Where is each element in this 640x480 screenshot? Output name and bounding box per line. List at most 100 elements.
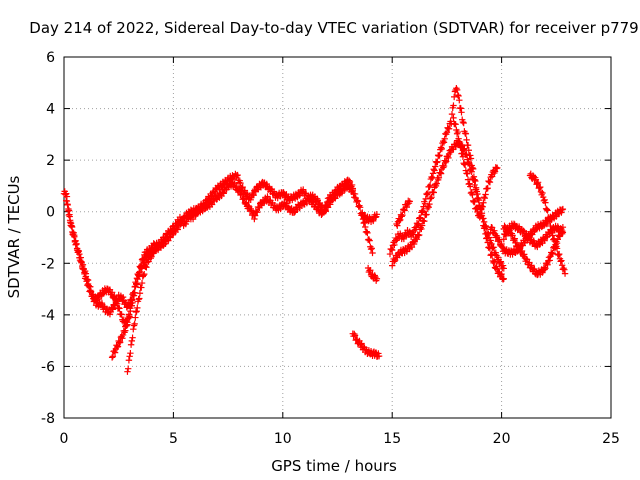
data-point (549, 249, 556, 257)
data-point (502, 232, 510, 240)
y-tick-label: 0 (46, 205, 55, 221)
data-point (437, 170, 445, 177)
data-point (342, 180, 349, 187)
data-point (473, 188, 481, 195)
y-tick-label: 4 (46, 102, 55, 118)
data-point (372, 214, 379, 221)
data-point (491, 227, 498, 234)
data-point (138, 265, 145, 272)
data-point (157, 243, 164, 250)
data-point (486, 178, 494, 186)
data-point (150, 249, 157, 257)
data-point (544, 207, 551, 214)
data-point (111, 349, 119, 356)
data-point (125, 312, 133, 320)
data-point (133, 308, 140, 315)
data-point (528, 262, 535, 269)
data-point (440, 139, 448, 146)
data-point (127, 304, 134, 312)
data-point (114, 343, 122, 350)
data-point (547, 227, 555, 235)
grid (64, 57, 611, 418)
data-point (487, 237, 494, 244)
data-point (141, 262, 149, 270)
data-point (68, 223, 76, 231)
data-point (373, 211, 381, 218)
data-point (364, 229, 371, 237)
data-point (247, 205, 254, 213)
axis-ticks (63, 56, 612, 419)
data-point (136, 295, 143, 302)
data-point (433, 180, 440, 187)
x-axis-label: GPS time / hours (271, 457, 397, 475)
data-point (504, 228, 512, 236)
data-point (453, 86, 461, 94)
data-point (484, 184, 491, 192)
data-point (559, 229, 567, 236)
data-point (463, 136, 470, 144)
data-point (448, 110, 456, 118)
data-point (440, 164, 447, 171)
data-point (434, 158, 441, 165)
data-point (469, 197, 477, 205)
data-point (135, 296, 142, 303)
data-point (442, 158, 450, 165)
data-point (500, 236, 507, 243)
data-point (468, 168, 475, 175)
data-point (125, 357, 133, 364)
data-point (461, 145, 468, 152)
data-point (131, 320, 138, 328)
y-tick-labels: -8 -6 -4 -2 0 2 4 6 (41, 50, 55, 427)
data-point (128, 296, 136, 303)
chart-title: Day 214 of 2022, Sidereal Day-to-day VTE… (29, 19, 638, 37)
data-point (375, 352, 383, 360)
data-point (499, 243, 506, 251)
data-point (254, 208, 261, 216)
data-point (472, 205, 480, 213)
data-point (497, 271, 505, 278)
data-point (475, 196, 483, 204)
data-point (127, 299, 135, 307)
data-point (454, 91, 462, 99)
data-point (496, 259, 504, 266)
data-point (454, 128, 462, 136)
data-point (465, 147, 472, 154)
data-point (123, 322, 130, 330)
data-point (141, 270, 148, 278)
data-point (100, 290, 107, 297)
data-point (542, 199, 549, 206)
data-point (114, 300, 121, 307)
data-point (456, 139, 464, 147)
data-point (353, 198, 360, 206)
data-point (241, 187, 249, 194)
data-point (552, 244, 559, 251)
data-point (367, 246, 375, 253)
data-point (442, 159, 449, 166)
data-point (516, 245, 524, 253)
data-point (72, 241, 79, 248)
data-point (355, 203, 362, 210)
data-point (250, 192, 257, 199)
data-point (370, 217, 377, 225)
data-point (73, 240, 80, 247)
data-point (491, 169, 498, 177)
data-point (410, 227, 418, 235)
data-point (136, 290, 144, 297)
data-point (138, 284, 145, 291)
data-point (445, 125, 453, 132)
data-point (543, 206, 551, 213)
series-sdtvar (60, 85, 569, 375)
data-point (500, 265, 507, 272)
data-point (534, 179, 542, 186)
data-point (445, 154, 452, 162)
data-point (459, 118, 467, 126)
data-point (389, 262, 396, 269)
y-tick-label: -4 (41, 308, 55, 324)
data-point (415, 220, 422, 227)
data-point (418, 207, 426, 214)
data-point (147, 254, 154, 262)
data-point (561, 266, 568, 273)
data-point (427, 195, 435, 202)
data-point (482, 191, 489, 198)
data-point (424, 191, 431, 198)
